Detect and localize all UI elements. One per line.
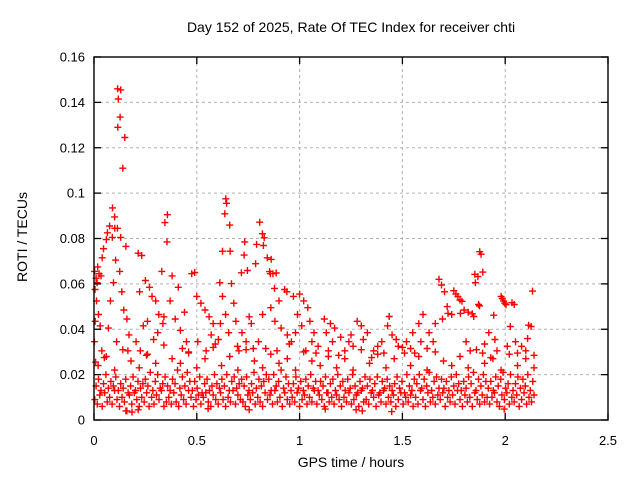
y-tick-label: 0.1	[67, 186, 85, 201]
y-axis-title: ROTI / TECUs	[14, 192, 30, 282]
data-points	[90, 85, 538, 416]
x-tick-label: 0.5	[188, 433, 206, 448]
x-tick-label: 2	[502, 433, 509, 448]
y-tick-label: 0.12	[60, 140, 85, 155]
y-tick-label: 0	[78, 413, 85, 428]
chart-title: Day 152 of 2025, Rate Of TEC Index for r…	[186, 19, 516, 35]
y-tick-label: 0.06	[60, 276, 85, 291]
x-tick-label: 0	[90, 433, 97, 448]
y-tick-label: 0.14	[60, 95, 85, 110]
x-tick-label: 2.5	[599, 433, 617, 448]
x-axis-title: GPS time / hours	[297, 454, 405, 470]
y-tick-label: 0.04	[60, 322, 85, 337]
y-tick-label: 0.16	[60, 50, 85, 65]
y-tick-label: 0.02	[60, 367, 85, 382]
y-tick-label: 0.08	[60, 231, 85, 246]
plot-border	[93, 56, 609, 421]
x-tick-label: 1.5	[393, 433, 411, 448]
x-tick-label: 1	[296, 433, 303, 448]
